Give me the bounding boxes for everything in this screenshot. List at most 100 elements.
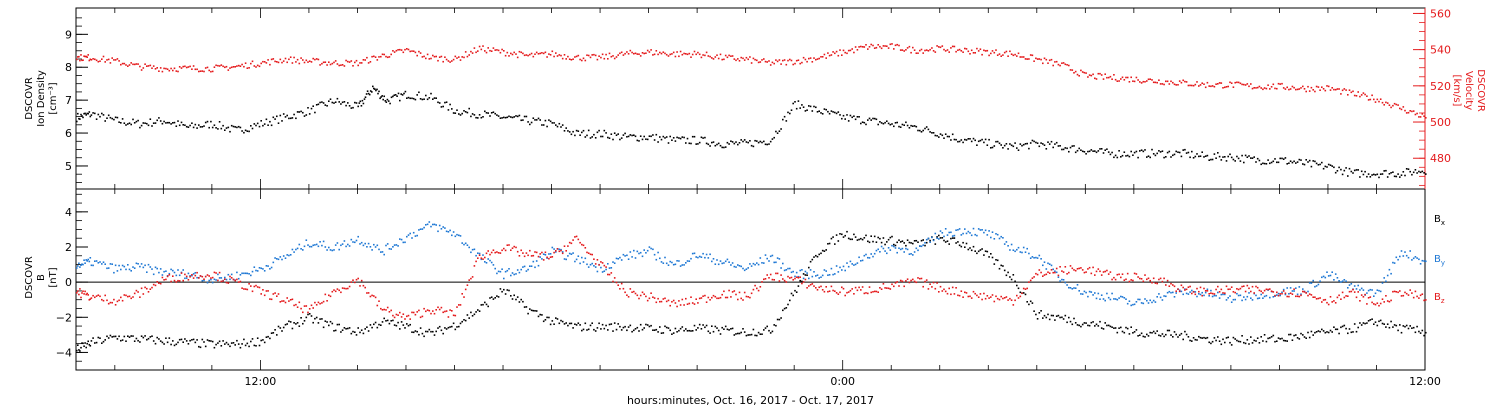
by-series-point [827, 274, 829, 276]
density-series-point [445, 101, 448, 103]
right-tick-label: 540 [1430, 44, 1451, 57]
bx-series-point [1334, 328, 1337, 331]
bz-series-point [1010, 299, 1013, 301]
by-series-point [865, 253, 867, 256]
velocity-series-point [416, 54, 418, 57]
bz-series-point [1125, 278, 1127, 281]
velocity-series-point [728, 54, 730, 57]
bz-series-point [1296, 295, 1299, 298]
by-series-point [568, 252, 571, 255]
bx-series-point [986, 250, 989, 253]
density-series-point [927, 128, 930, 131]
by-series-point [444, 227, 446, 229]
by-series-point [376, 244, 379, 247]
velocity-series-point [1274, 87, 1276, 90]
by-series-point [464, 242, 467, 245]
velocity-series-point [948, 51, 950, 53]
by-series-point [300, 248, 302, 250]
velocity-series-point [589, 56, 592, 59]
bz-series-point [1147, 277, 1150, 280]
bz-series-point [665, 300, 668, 303]
by-series-point [820, 276, 822, 278]
bx-series-point [1230, 344, 1233, 346]
bx-series-point [1064, 314, 1067, 317]
velocity-series-point [366, 56, 368, 59]
velocity-series-point [170, 67, 172, 70]
velocity-series-point [960, 50, 963, 52]
density-series-point [1014, 142, 1016, 144]
velocity-series-point [113, 59, 115, 61]
bz-series-point [950, 293, 952, 296]
velocity-series-point [1002, 54, 1004, 56]
density-series-point [165, 122, 167, 124]
velocity-series-point [969, 53, 971, 55]
velocity-series-point [274, 60, 276, 63]
bz-series-point [631, 291, 633, 293]
density-series-point [109, 116, 112, 119]
density-series-point [282, 113, 285, 115]
velocity-series-point [615, 56, 618, 58]
velocity-series-point [922, 52, 924, 54]
by-series-point [695, 256, 697, 258]
bx-series-point [967, 248, 970, 251]
density-series-point [806, 109, 808, 111]
bz-series-point [180, 272, 183, 274]
bz-series-point [269, 298, 271, 300]
by-series-point [548, 253, 550, 255]
velocity-series-point [1175, 84, 1177, 86]
density-series-point [281, 120, 283, 122]
bz-series-point [962, 296, 964, 298]
bz-series-point [941, 290, 944, 292]
by-series-point [705, 253, 708, 256]
bx-series-point [737, 332, 739, 335]
density-series-point [482, 116, 484, 118]
velocity-series-point [147, 65, 150, 67]
bz-series-point [246, 288, 249, 291]
density-series-point [1142, 150, 1145, 153]
velocity-series-point [1064, 63, 1067, 66]
bz-series-point [998, 298, 1001, 301]
bz-series-point [1393, 290, 1396, 293]
bx-series-point [679, 327, 682, 330]
bz-series-point [575, 235, 578, 238]
bz-series-point [168, 274, 171, 276]
velocity-series-point [84, 55, 86, 58]
density-series-point [1378, 176, 1380, 179]
density-series-point [262, 124, 264, 127]
density-series-point [204, 121, 207, 124]
velocity-series-point [534, 53, 536, 55]
bz-series-point [1168, 285, 1171, 287]
bz-series-point [296, 306, 299, 308]
density-series-point [1087, 150, 1089, 153]
by-series-point [187, 272, 190, 275]
bx-series-point [776, 318, 779, 321]
by-series-point [1156, 296, 1158, 298]
density-series-point [901, 123, 904, 126]
bx-series-point [288, 320, 290, 323]
velocity-series-point [310, 61, 313, 63]
velocity-series-point [246, 67, 249, 69]
bx-series-point [350, 332, 353, 335]
velocity-series-point [90, 59, 93, 61]
by-series-point [127, 264, 129, 266]
bz-series-point [1003, 297, 1006, 299]
by-series-point [669, 260, 671, 263]
velocity-series-point [645, 52, 647, 54]
bz-series-point [1367, 297, 1370, 299]
density-series-point [1196, 153, 1198, 155]
density-series-point [842, 114, 845, 117]
bz-series-point [1211, 292, 1214, 295]
velocity-series-point [1329, 89, 1332, 91]
bz-series-point [203, 278, 205, 280]
by-series-point [927, 237, 930, 240]
velocity-series-point [286, 61, 288, 64]
bz-series-point [90, 297, 93, 299]
velocity-series-point [1281, 82, 1283, 85]
bx-series-point [215, 343, 217, 346]
bx-series-point [667, 327, 670, 329]
bx-series-point [1357, 326, 1359, 329]
velocity-series-point [1333, 88, 1335, 91]
velocity-series-point [437, 59, 439, 62]
density-series-point [1033, 140, 1035, 143]
bx-series-point [683, 329, 685, 332]
